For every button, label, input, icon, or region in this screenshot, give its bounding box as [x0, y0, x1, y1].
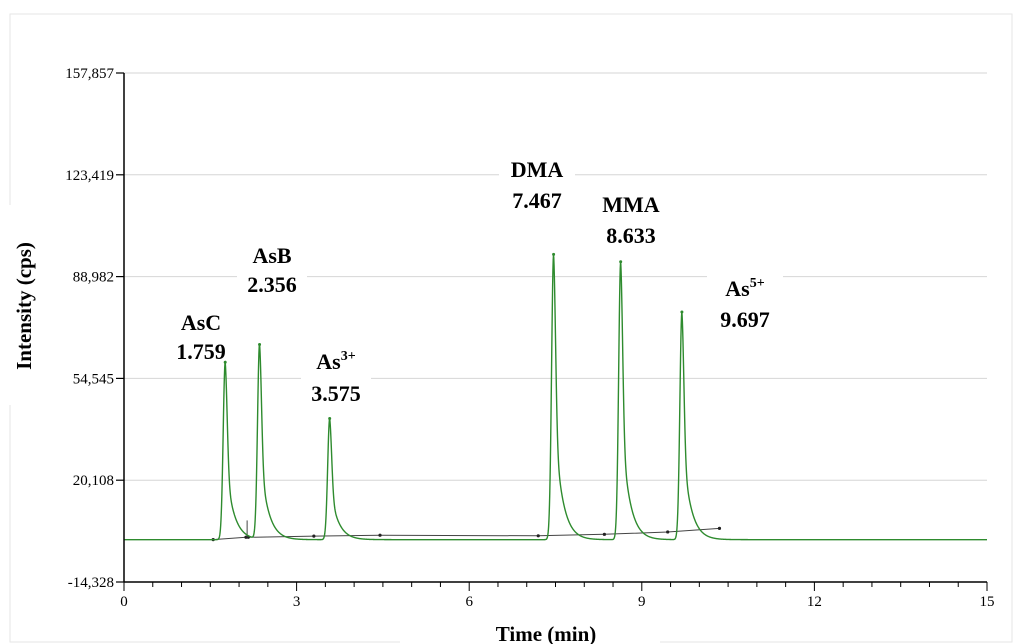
x-tick-label: 15: [980, 594, 995, 610]
peak-apex-point: [680, 310, 684, 314]
peak-apex-point: [619, 260, 623, 264]
peak-apex-point: [552, 252, 556, 256]
peak-charge-superscript: 3+: [341, 349, 356, 364]
peak-label-bg: [593, 190, 669, 248]
peak-label-bg: [301, 347, 371, 405]
peak-name-label: AsB: [252, 243, 291, 268]
x-tick-labels: 0 3 6 9 12 15: [120, 594, 994, 610]
peak-apex-point: [328, 416, 332, 420]
peak-label-bg: [166, 308, 236, 366]
y-tick-label: -14,328: [68, 575, 114, 591]
x-axis-title-bg: [400, 617, 660, 644]
integration-marker: [717, 526, 722, 531]
peak-apex-point: [258, 343, 262, 347]
peak-time-label: 7.467: [512, 188, 562, 213]
y-axis-title: Intensity (cps): [12, 242, 36, 370]
peak-time-label: 9.697: [720, 307, 770, 332]
peak-time-label: 2.356: [247, 272, 297, 297]
x-axis-title: Time (min): [496, 622, 597, 644]
x-tick-label: 12: [807, 594, 822, 610]
y-axis-title-bg: [8, 205, 38, 405]
y-tick-label: 157,857: [65, 66, 114, 82]
y-tick-label: 123,419: [65, 168, 114, 184]
peak-label-bg: [499, 155, 575, 213]
peak-apex-point: [223, 360, 227, 364]
integration-marker: [602, 532, 607, 536]
x-tick-label: 9: [638, 594, 646, 610]
axes: [116, 72, 988, 591]
peak-name-label: DMA: [511, 157, 564, 182]
integration-marker: [378, 533, 382, 537]
peak-name: DMA: [511, 157, 564, 182]
peak-name: MMA: [602, 192, 660, 217]
series-group: [124, 252, 987, 541]
peak-label-bg: [707, 274, 783, 332]
peak-time-label: 3.575: [311, 381, 361, 406]
y-tick-label: 88,982: [73, 270, 114, 286]
y-tick-label: 20,108: [73, 473, 114, 489]
peak-name: As: [316, 349, 341, 374]
x-tick-label: 3: [293, 594, 301, 610]
x-tick-label: 0: [120, 594, 128, 610]
y-tick-label: 54,545: [73, 371, 114, 387]
peak-charge-superscript: 5+: [750, 276, 765, 291]
peak-name: AsC: [181, 310, 221, 335]
peak-name: As: [725, 276, 750, 301]
peak-name-label: AsC: [181, 310, 221, 335]
peak-label-bg: [237, 241, 307, 299]
integration-marker: [666, 530, 670, 534]
integration-marker: [312, 534, 316, 538]
peak-name: AsB: [252, 243, 291, 268]
peak-name-label: As5+: [725, 276, 764, 301]
peak-name-label: MMA: [602, 192, 660, 217]
chromatogram-line: [124, 254, 987, 541]
x-tick-label: 6: [465, 594, 473, 610]
baseline-group: [211, 520, 722, 542]
peak-time-label: 1.759: [176, 339, 226, 364]
peak-name-label: As3+: [316, 349, 355, 374]
peak-time-label: 8.633: [606, 223, 656, 248]
y-tick-labels: 157,857 123,419 88,982 54,545 20,108 -14,328: [65, 66, 114, 591]
integration-marker: [536, 534, 540, 538]
chart-frame: [9, 13, 1013, 643]
label-backgrounds: [166, 155, 783, 405]
